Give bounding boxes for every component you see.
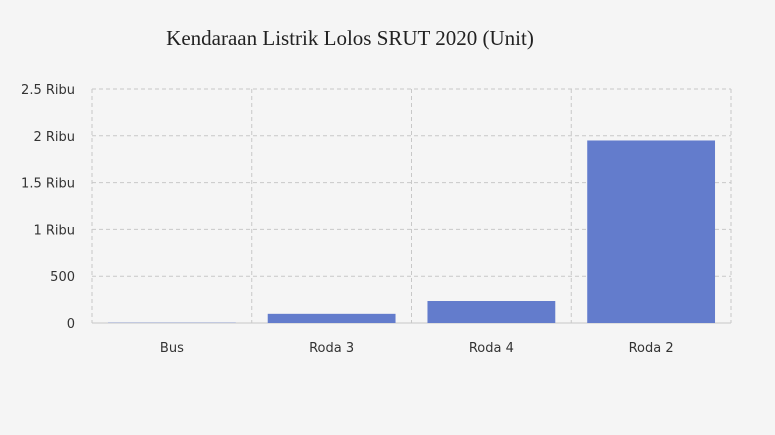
x-tick-label: Roda 2 [629,341,674,356]
x-tick-label: Bus [160,341,184,356]
chart-title: Kendaraan Listrik Lolos SRUT 2020 (Unit) [166,26,534,50]
y-tick-label: 500 [50,270,75,285]
bar-roda-3[interactable] [267,313,396,323]
bar-roda-4[interactable] [427,301,556,323]
x-tick-label: Roda 4 [469,341,514,356]
y-tick-label: 2.5 Ribu [21,83,75,98]
y-tick-labels: 0 500 1 Ribu 1.5 Ribu 2 Ribu 2.5 Ribu [21,83,75,332]
y-tick-label: 0 [67,317,75,332]
x-tick-label: Roda 3 [309,341,354,356]
x-tick-labels: Bus Roda 3 Roda 4 Roda 2 [160,341,674,356]
y-tick-label: 2 Ribu [33,130,75,145]
bars-layer [107,140,716,323]
bar-roda-2[interactable] [587,140,716,323]
y-tick-label: 1.5 Ribu [21,177,75,192]
y-tick-label: 1 Ribu [33,223,75,238]
